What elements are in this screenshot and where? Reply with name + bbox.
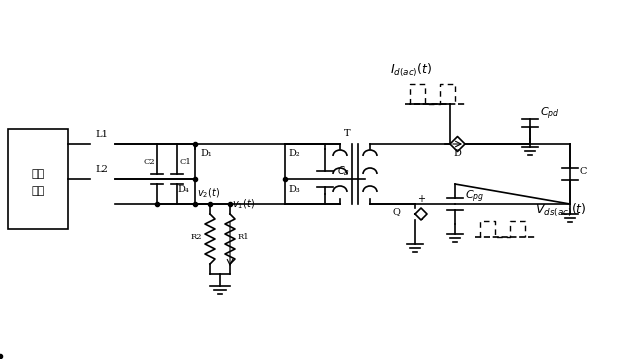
Text: $I_{d(ac)}(t)$: $I_{d(ac)}(t)$	[390, 62, 432, 79]
Text: L2: L2	[95, 165, 108, 174]
Text: $C_B$: $C_B$	[337, 164, 350, 178]
Text: 供电: 供电	[31, 169, 45, 179]
Text: D₄: D₄	[177, 185, 189, 194]
Text: $v_2(t)$: $v_2(t)$	[196, 186, 220, 200]
Text: $C_{pd}$: $C_{pd}$	[540, 106, 559, 122]
Text: D₃: D₃	[288, 185, 300, 194]
Text: L1: L1	[95, 130, 108, 139]
Bar	[8, 129, 68, 229]
Text: R2: R2	[191, 233, 202, 241]
Text: D₂: D₂	[288, 149, 300, 159]
Text: R1: R1	[238, 233, 250, 241]
Text: C: C	[580, 167, 588, 176]
Text: 电源: 电源	[31, 186, 45, 196]
Text: +: +	[417, 194, 425, 204]
Text: $C_{pg}$: $C_{pg}$	[465, 188, 484, 205]
Text: T: T	[344, 129, 350, 138]
Text: -: -	[419, 214, 423, 224]
Text: $v_1(t)$: $v_1(t)$	[232, 197, 255, 211]
Text: C2: C2	[143, 158, 155, 166]
Text: D₁: D₁	[200, 149, 212, 159]
Text: $V_{ds(ac)}(t)$: $V_{ds(ac)}(t)$	[535, 202, 587, 219]
Text: C1: C1	[179, 158, 191, 166]
Text: Q: Q	[392, 207, 400, 216]
Text: D: D	[454, 149, 461, 158]
